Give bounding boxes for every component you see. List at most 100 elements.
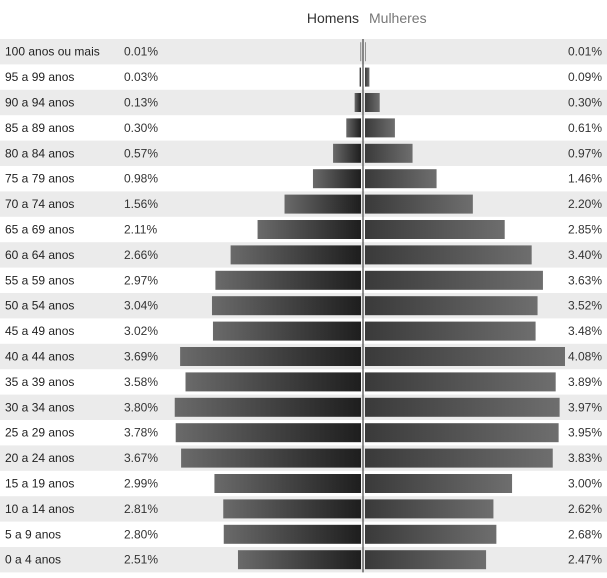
category-label: 100 anos ou mais <box>5 45 100 59</box>
bar-male <box>212 321 361 341</box>
category-label: 25 a 29 anos <box>5 426 74 440</box>
female-value-label: 3.89% <box>568 375 602 389</box>
female-value-label: 3.00% <box>568 477 602 491</box>
female-value-label: 0.30% <box>568 96 602 110</box>
bar-male <box>359 67 361 87</box>
category-label: 70 a 74 anos <box>5 197 74 211</box>
bar-female <box>365 499 494 519</box>
category-label: 35 a 39 anos <box>5 375 74 389</box>
bar-female <box>365 347 565 366</box>
female-value-label: 2.68% <box>568 527 602 541</box>
category-label: 80 a 84 anos <box>5 146 74 160</box>
category-label: 20 a 24 anos <box>5 451 74 465</box>
bar-male <box>180 347 361 366</box>
male-value-label: 0.03% <box>124 70 158 84</box>
bar-female <box>365 474 513 493</box>
bar-male <box>215 270 361 290</box>
female-value-label: 3.52% <box>568 299 602 313</box>
bar-male <box>174 397 361 417</box>
bar-male <box>237 550 361 570</box>
category-label: 30 a 34 anos <box>5 400 74 414</box>
category-label: 40 a 44 anos <box>5 350 74 364</box>
male-value-label: 2.51% <box>124 553 158 567</box>
male-value-label: 3.80% <box>124 400 158 414</box>
bar-male <box>284 194 361 214</box>
male-value-label: 2.81% <box>124 502 158 516</box>
bar-male <box>223 499 361 519</box>
bar-female <box>365 245 532 265</box>
bar-female <box>365 169 437 189</box>
bar-male <box>175 423 361 443</box>
bar-male <box>257 220 361 239</box>
female-value-label: 2.62% <box>568 502 602 516</box>
bar-female <box>365 524 497 544</box>
bar-female <box>365 397 560 417</box>
female-value-label: 3.83% <box>568 451 602 465</box>
male-value-label: 3.78% <box>124 426 158 440</box>
female-value-label: 0.97% <box>568 146 602 160</box>
female-value-label: 4.08% <box>568 350 602 364</box>
male-value-label: 3.58% <box>124 375 158 389</box>
category-label: 65 a 69 anos <box>5 223 74 237</box>
bar-male <box>181 448 361 468</box>
bar-female <box>365 550 487 570</box>
bar-female <box>365 143 413 163</box>
female-value-label: 3.97% <box>568 400 602 414</box>
category-label: 55 a 59 anos <box>5 273 74 287</box>
male-value-label: 2.80% <box>124 527 158 541</box>
female-value-label: 0.09% <box>568 70 602 84</box>
category-label: 95 a 99 anos <box>5 70 74 84</box>
category-label: 60 a 64 anos <box>5 248 74 262</box>
bar-female <box>365 220 505 239</box>
category-label: 90 a 94 anos <box>5 96 74 110</box>
male-value-label: 0.98% <box>124 172 158 186</box>
male-value-label: 3.67% <box>124 451 158 465</box>
legend: Homens Mulheres <box>0 10 607 30</box>
bar-female <box>365 372 556 392</box>
legend-male: Homens <box>306 10 359 26</box>
bar-male <box>185 372 361 392</box>
bar-female <box>365 194 473 214</box>
bar-female <box>365 448 553 468</box>
female-value-label: 3.48% <box>568 324 602 338</box>
category-label: 15 a 19 anos <box>5 477 74 491</box>
male-value-label: 2.97% <box>124 273 158 287</box>
bar-male <box>214 474 361 493</box>
male-value-label: 3.02% <box>124 324 158 338</box>
bar-female <box>365 423 559 443</box>
category-label: 5 a 9 anos <box>5 527 61 541</box>
bar-male <box>223 524 361 544</box>
bar-male <box>211 296 361 316</box>
female-value-label: 2.47% <box>568 553 602 567</box>
male-value-label: 2.11% <box>124 223 157 237</box>
bar-male <box>360 42 362 62</box>
male-value-label: 0.30% <box>124 121 158 135</box>
bar-female <box>365 118 395 138</box>
bar-female <box>365 321 536 341</box>
female-value-label: 0.61% <box>568 121 602 135</box>
female-value-label: 0.01% <box>568 45 602 59</box>
male-value-label: 0.57% <box>124 146 158 160</box>
male-value-label: 3.04% <box>124 299 158 313</box>
category-label: 50 a 54 anos <box>5 299 74 313</box>
bar-female <box>365 270 543 290</box>
category-label: 45 a 49 anos <box>5 324 74 338</box>
bar-male <box>312 169 361 189</box>
row-stripe <box>0 89 607 116</box>
female-value-label: 1.46% <box>568 172 602 186</box>
bar-male <box>333 143 361 163</box>
bar-male <box>346 118 361 138</box>
female-value-label: 3.95% <box>568 426 602 440</box>
female-value-label: 2.20% <box>568 197 602 211</box>
category-label: 75 a 79 anos <box>5 172 74 186</box>
category-label: 0 a 4 anos <box>5 553 61 567</box>
row-stripe <box>0 39 607 65</box>
male-value-label: 0.01% <box>124 45 158 59</box>
male-value-label: 0.13% <box>124 96 158 110</box>
male-value-label: 2.99% <box>124 477 158 491</box>
bar-female <box>365 42 366 62</box>
bar-male <box>354 93 361 112</box>
male-value-label: 1.56% <box>124 197 158 211</box>
bar-female <box>365 296 538 316</box>
